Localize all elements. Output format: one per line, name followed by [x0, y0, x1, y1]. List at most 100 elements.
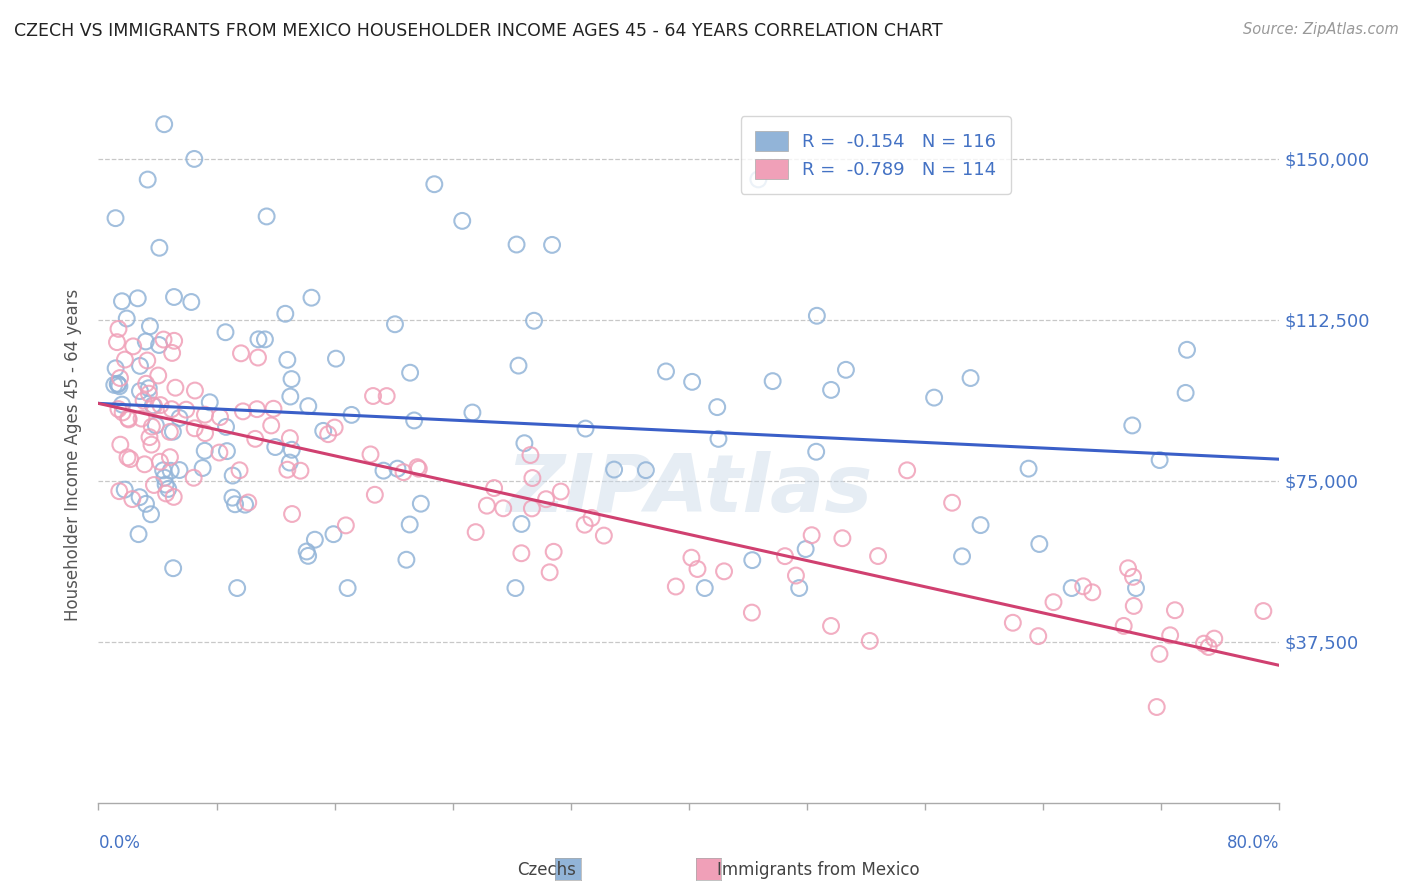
- Point: [360, 447, 382, 461]
- Point: [135, 376, 157, 391]
- Point: [522, 471, 544, 485]
- Point: [281, 442, 304, 457]
- Point: [510, 546, 533, 560]
- Point: [395, 553, 418, 567]
- Point: [451, 214, 474, 228]
- Point: [634, 463, 657, 477]
- Point: [312, 424, 335, 438]
- Point: [681, 375, 703, 389]
- Text: CZECH VS IMMIGRANTS FROM MEXICO HOUSEHOLDER INCOME AGES 45 - 64 YEARS CORRELATIO: CZECH VS IMMIGRANTS FROM MEXICO HOUSEHOL…: [14, 22, 942, 40]
- Point: [361, 389, 384, 403]
- Point: [160, 346, 183, 360]
- Point: [280, 372, 302, 386]
- Point: [169, 411, 191, 425]
- Point: [281, 507, 304, 521]
- Point: [1192, 637, 1215, 651]
- Point: [117, 450, 139, 465]
- Point: [183, 421, 205, 435]
- Point: [1149, 453, 1171, 467]
- Point: [820, 383, 842, 397]
- Point: [226, 581, 249, 595]
- Point: [1071, 579, 1094, 593]
- Point: [1081, 585, 1104, 599]
- Point: [520, 501, 543, 516]
- Point: [295, 544, 318, 558]
- Point: [108, 379, 131, 393]
- Point: [139, 319, 162, 334]
- Point: [276, 463, 298, 477]
- Point: [301, 291, 323, 305]
- Point: [278, 390, 301, 404]
- Point: [233, 498, 256, 512]
- Point: [1026, 629, 1049, 643]
- Point: [224, 497, 246, 511]
- Point: [482, 481, 505, 495]
- Point: [215, 420, 238, 434]
- Point: [107, 376, 129, 391]
- Text: 0.0%: 0.0%: [98, 834, 141, 852]
- Point: [184, 384, 207, 398]
- Point: [969, 518, 991, 533]
- Point: [1112, 619, 1135, 633]
- Point: [148, 241, 170, 255]
- Point: [152, 463, 174, 477]
- Point: [141, 437, 163, 451]
- Legend: R =  -0.154   N = 116, R =  -0.789   N = 114: R = -0.154 N = 116, R = -0.789 N = 114: [741, 116, 1011, 194]
- Point: [253, 332, 276, 346]
- Point: [820, 619, 842, 633]
- Point: [1018, 461, 1040, 475]
- Point: [297, 399, 319, 413]
- Point: [136, 353, 159, 368]
- Point: [155, 486, 177, 500]
- Point: [322, 527, 344, 541]
- Point: [194, 443, 217, 458]
- Point: [138, 386, 160, 401]
- Point: [686, 562, 709, 576]
- Point: [198, 395, 221, 409]
- Point: [132, 393, 155, 408]
- Point: [519, 448, 541, 462]
- Point: [1042, 595, 1064, 609]
- Point: [655, 364, 678, 378]
- Point: [159, 464, 181, 478]
- Point: [707, 432, 730, 446]
- Point: [105, 335, 128, 350]
- Point: [108, 484, 131, 499]
- Point: [159, 450, 181, 465]
- Point: [859, 634, 882, 648]
- Point: [114, 352, 136, 367]
- Point: [806, 309, 828, 323]
- Point: [574, 517, 596, 532]
- Point: [959, 371, 981, 385]
- Point: [238, 495, 260, 509]
- Point: [107, 402, 129, 417]
- Point: [461, 405, 484, 419]
- Point: [152, 333, 174, 347]
- Point: [163, 334, 186, 348]
- Point: [162, 561, 184, 575]
- Point: [120, 452, 142, 467]
- Point: [290, 464, 312, 478]
- Point: [335, 518, 357, 533]
- Point: [143, 399, 166, 413]
- Point: [794, 542, 817, 557]
- Point: [406, 460, 429, 475]
- Text: 80.0%: 80.0%: [1227, 834, 1279, 852]
- Point: [508, 359, 530, 373]
- Point: [138, 430, 160, 444]
- Point: [208, 445, 231, 459]
- Point: [304, 533, 326, 547]
- Point: [260, 418, 283, 433]
- Point: [127, 291, 149, 305]
- Text: Czechs: Czechs: [517, 861, 576, 879]
- Point: [1116, 561, 1139, 575]
- Point: [111, 398, 134, 412]
- Point: [505, 581, 527, 595]
- Point: [387, 461, 409, 475]
- Point: [1164, 603, 1187, 617]
- Point: [194, 426, 217, 441]
- Point: [297, 549, 319, 563]
- Point: [373, 464, 395, 478]
- Point: [1146, 700, 1168, 714]
- Point: [104, 211, 127, 226]
